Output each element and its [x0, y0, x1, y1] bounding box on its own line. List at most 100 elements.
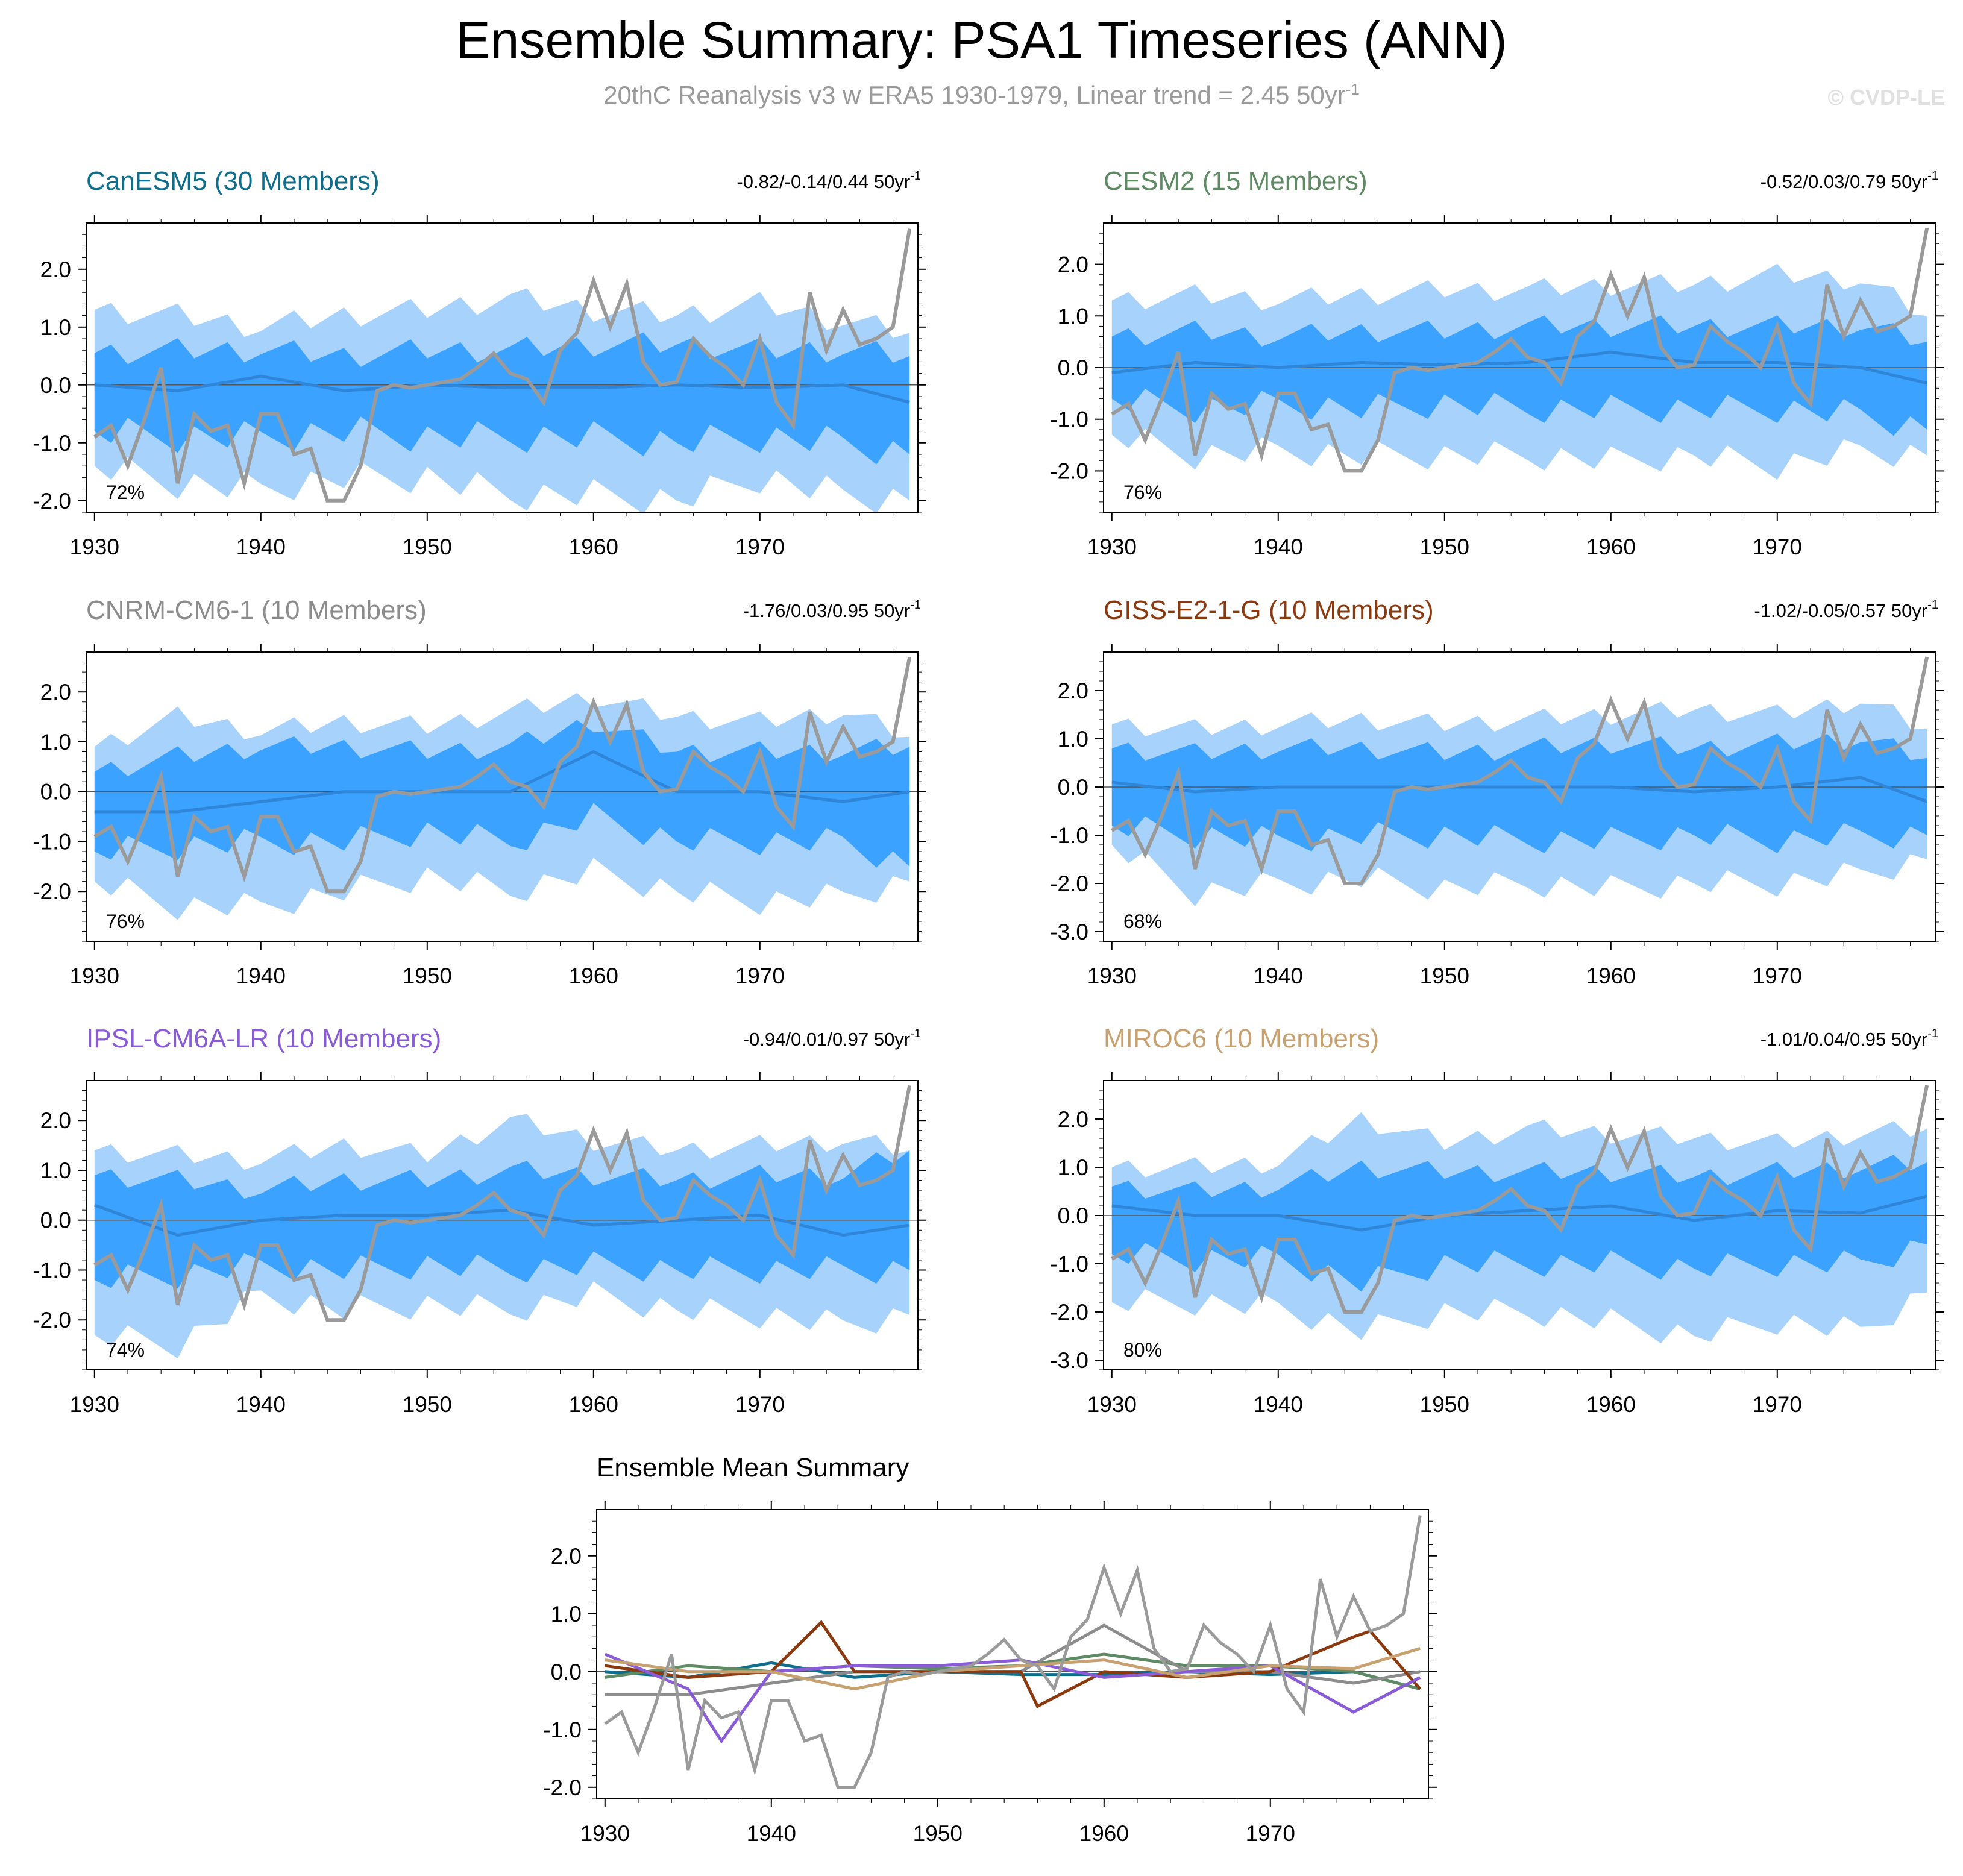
- x-tick-label: 1930: [70, 1392, 119, 1417]
- y-tick-label: -3.0: [1050, 920, 1088, 944]
- y-tick-label: 2.0: [1058, 1107, 1088, 1132]
- x-tick-label: 1930: [70, 535, 119, 559]
- y-tick-label: 1.0: [551, 1602, 582, 1627]
- observed-line: [93, 1085, 912, 1322]
- plot-frame: [86, 1080, 919, 1370]
- percent-label: 72%: [106, 482, 145, 503]
- subtitle-text: 20thC Reanalysis v3 w ERA5 1930-1979, Li…: [603, 81, 1346, 109]
- x-tick-label: 1960: [569, 535, 618, 559]
- panel-5: IPSL-CM6A-LR (10 Members) -0.94/0.01/0.97…: [33, 1024, 926, 1417]
- x-tick-label: 1960: [569, 1392, 618, 1417]
- plot-frame: [596, 1509, 1429, 1799]
- percent-label: 76%: [106, 911, 145, 932]
- percent-label: 80%: [1123, 1339, 1162, 1361]
- panel-6: MIROC6 (10 Members) -1.01/0.04/0.95 50yr-…: [1050, 1024, 1944, 1417]
- x-tick-label: 1970: [735, 964, 785, 988]
- y-tick-label: -1.0: [33, 1258, 71, 1282]
- panel-title: CanESM5 (30 Members): [86, 166, 380, 196]
- y-tick-label: -2.0: [1050, 1300, 1088, 1325]
- y-tick-label: 0.0: [1058, 775, 1088, 800]
- y-tick-label: -2.0: [1050, 459, 1088, 483]
- ensemble-mean-line: [1111, 350, 1927, 385]
- observed-line: [93, 656, 912, 894]
- ensemble-mean-line: [94, 750, 910, 814]
- percent-label: 76%: [1123, 482, 1162, 503]
- y-tick-label: -2.0: [1050, 871, 1088, 896]
- plot-area: [86, 228, 918, 512]
- y-tick-label: 2.0: [40, 1108, 71, 1133]
- figure-subtitle: 20thC Reanalysis v3 w ERA5 1930-1979, Li…: [0, 80, 1963, 110]
- y-tick-label: -1.0: [33, 829, 71, 854]
- y-tick-label: 0.0: [551, 1660, 582, 1684]
- panel-1: CanESM5 (30 Members) -0.82/-0.14/0.44 50y…: [33, 166, 926, 559]
- x-tick-label: 1970: [1246, 1821, 1295, 1846]
- y-tick-label: -1.0: [1050, 823, 1088, 848]
- plot-area: [86, 656, 918, 920]
- y-tick-label: -1.0: [1050, 407, 1088, 432]
- plot-area: [1104, 656, 1935, 906]
- y-tick-label: 0.0: [40, 1208, 71, 1233]
- x-tick-label: 1930: [580, 1821, 630, 1846]
- plot-area: [1104, 228, 1935, 480]
- x-tick-label: 1940: [1254, 535, 1303, 559]
- y-tick-label: 1.0: [40, 730, 71, 754]
- x-tick-label: 1960: [1586, 1392, 1636, 1417]
- y-tick-label: 1.0: [1058, 1155, 1088, 1180]
- y-tick-label: 0.0: [40, 780, 71, 805]
- x-tick-label: 1960: [1586, 535, 1636, 559]
- x-tick-label: 1940: [1254, 1392, 1303, 1417]
- panel-title: Ensemble Mean Summary: [597, 1453, 909, 1482]
- y-tick-label: -2.0: [543, 1775, 582, 1800]
- y-tick-label: -3.0: [1050, 1348, 1088, 1373]
- series-line-miroc6: [605, 1647, 1421, 1691]
- observed-line: [1111, 656, 1929, 885]
- x-tick-label: 1930: [1087, 1392, 1137, 1417]
- y-tick-label: -1.0: [33, 431, 71, 456]
- x-tick-label: 1950: [403, 535, 452, 559]
- panel-3: CNRM-CM6-1 (10 Members) -1.76/0.03/0.95 5…: [33, 595, 926, 988]
- x-tick-label: 1940: [747, 1821, 796, 1846]
- y-tick-label: -2.0: [33, 1308, 71, 1332]
- y-tick-label: 2.0: [40, 257, 71, 282]
- y-tick-label: 1.0: [1058, 304, 1088, 328]
- y-tick-label: 2.0: [551, 1544, 582, 1569]
- panel-title: GISS-E2-1-G (10 Members): [1104, 595, 1434, 625]
- observed-line: [1111, 228, 1929, 473]
- x-tick-label: 1950: [1420, 1392, 1469, 1417]
- x-tick-label: 1970: [735, 535, 785, 559]
- panel-stats: -1.01/0.04/0.95 50yr-1: [1760, 1027, 1938, 1050]
- plot-frame: [86, 651, 919, 942]
- band-inner: [1111, 315, 1927, 436]
- y-tick-label: 2.0: [1058, 679, 1088, 703]
- x-tick-label: 1950: [403, 964, 452, 988]
- x-tick-label: 1940: [236, 964, 286, 988]
- observed-line: [93, 228, 912, 503]
- ensemble-mean-line: [94, 374, 910, 404]
- x-tick-label: 1970: [1753, 964, 1802, 988]
- band-inner: [94, 332, 910, 465]
- x-tick-label: 1940: [236, 535, 286, 559]
- subtitle-exponent: -1: [1345, 80, 1360, 98]
- y-tick-label: 1.0: [40, 1158, 71, 1183]
- panel-stats: -1.76/0.03/0.95 50yr-1: [743, 598, 921, 621]
- x-tick-label: 1960: [1079, 1821, 1129, 1846]
- y-tick-label: 0.0: [40, 373, 71, 398]
- x-tick-label: 1970: [1753, 1392, 1802, 1417]
- x-tick-label: 1960: [569, 964, 618, 988]
- x-tick-label: 1960: [1586, 964, 1636, 988]
- y-tick-label: 1.0: [1058, 727, 1088, 751]
- x-tick-label: 1930: [70, 964, 119, 988]
- y-tick-label: 0.0: [1058, 356, 1088, 380]
- percent-label: 74%: [106, 1339, 145, 1361]
- credit-label: © CVDP-LE: [1827, 85, 1945, 110]
- ensemble-mean-line: [1111, 1194, 1927, 1232]
- series-line-giss-e2-1-g: [605, 1620, 1422, 1708]
- panel-stats: -0.82/-0.14/0.44 50yr-1: [737, 169, 921, 192]
- x-tick-label: 1950: [1420, 535, 1469, 559]
- plot-area: [86, 1085, 918, 1359]
- panel-4: GISS-E2-1-G (10 Members) -1.02/-0.05/0.57…: [1050, 595, 1944, 988]
- y-tick-label: 2.0: [1058, 253, 1088, 277]
- x-tick-label: 1970: [735, 1392, 785, 1417]
- series-line-observed: [604, 1515, 1422, 1789]
